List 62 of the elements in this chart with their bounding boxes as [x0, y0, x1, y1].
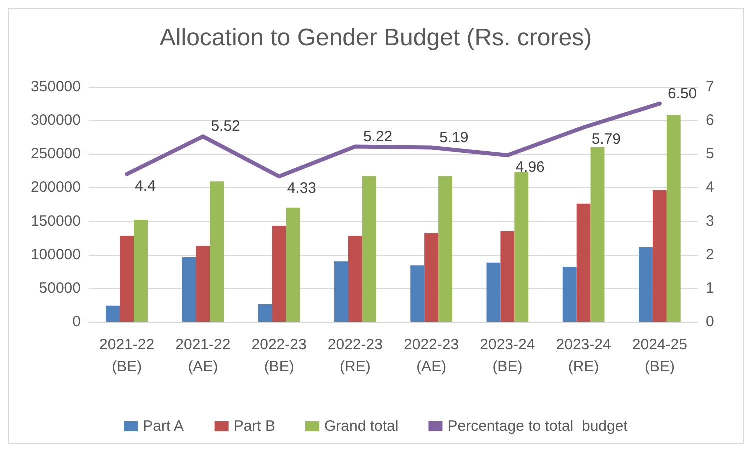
- x-tick-label: 2024-25 (BE): [632, 336, 688, 376]
- data-label: 5.52: [211, 118, 240, 136]
- y-tick-label: 350000: [30, 78, 81, 96]
- bar: [500, 231, 515, 322]
- x-tick-label: 2022-23 (RE): [328, 336, 383, 376]
- y-tick-label: 300000: [30, 112, 81, 130]
- legend-label: Grand total: [324, 418, 399, 435]
- y2-tick-label: 2: [706, 246, 714, 264]
- data-label: 4.33: [287, 180, 317, 198]
- bar: [590, 147, 605, 322]
- bar: [410, 266, 425, 322]
- bar: [120, 236, 134, 322]
- bar: [652, 190, 667, 322]
- bar: [639, 247, 653, 322]
- bar: [666, 115, 681, 322]
- y2-tick-label: 3: [706, 212, 714, 230]
- y2-tick-label: 5: [706, 146, 714, 163]
- bar: [272, 226, 286, 322]
- bar: [486, 262, 501, 322]
- bar: [514, 172, 529, 322]
- y2-tick-label: 7: [706, 78, 714, 96]
- y2-tick-label: 1: [706, 280, 714, 297]
- bar: [334, 262, 348, 322]
- bar: [258, 304, 272, 322]
- y2-tick-label: 0: [706, 314, 714, 330]
- x-tick-label: 2021-22 (AE): [176, 336, 231, 376]
- data-label: 6.50: [668, 85, 698, 102]
- legend-label: Part B: [234, 418, 276, 435]
- data-label: 5.19: [440, 129, 469, 146]
- bar: [438, 176, 452, 322]
- data-label: 4.4: [135, 178, 156, 195]
- data-label: 5.79: [592, 131, 622, 148]
- y-tick-label: 200000: [30, 179, 81, 196]
- bar: [134, 220, 148, 322]
- bar: [362, 176, 376, 322]
- bar: [424, 233, 439, 322]
- legend-label: Part A: [143, 418, 184, 435]
- y-tick-label: 250000: [30, 146, 81, 163]
- bar: [210, 182, 224, 322]
- bar: [182, 258, 196, 322]
- y-tick-label: 0: [72, 314, 81, 330]
- bar: [286, 208, 300, 322]
- y2-tick-label: 4: [706, 179, 714, 196]
- bar: [106, 306, 120, 322]
- x-tick-label: 2021-22 (BE): [100, 336, 155, 376]
- x-tick-label: 2022-23 (AE): [404, 336, 460, 376]
- x-tick-label: 2022-23 (BE): [252, 336, 307, 376]
- data-label: 4.96: [516, 158, 545, 176]
- line-series: [125, 102, 662, 179]
- chart-title: Allocation to Gender Budget (Rs. crores): [160, 24, 592, 52]
- bar: [196, 246, 210, 322]
- bar: [576, 204, 591, 322]
- x-tick-label: 2023-24 (BE): [480, 336, 536, 376]
- y2-tick-label: 6: [706, 112, 714, 130]
- y-tick-label: 50000: [39, 280, 81, 297]
- bar: [348, 236, 362, 322]
- bar: [562, 266, 577, 322]
- data-label: 5.22: [363, 128, 393, 146]
- y-tick-label: 150000: [30, 212, 81, 230]
- legend-label: Percentage to total budget: [448, 418, 629, 435]
- x-tick-label: 2023-24 (RE): [556, 336, 612, 376]
- y-tick-label: 100000: [30, 246, 81, 264]
